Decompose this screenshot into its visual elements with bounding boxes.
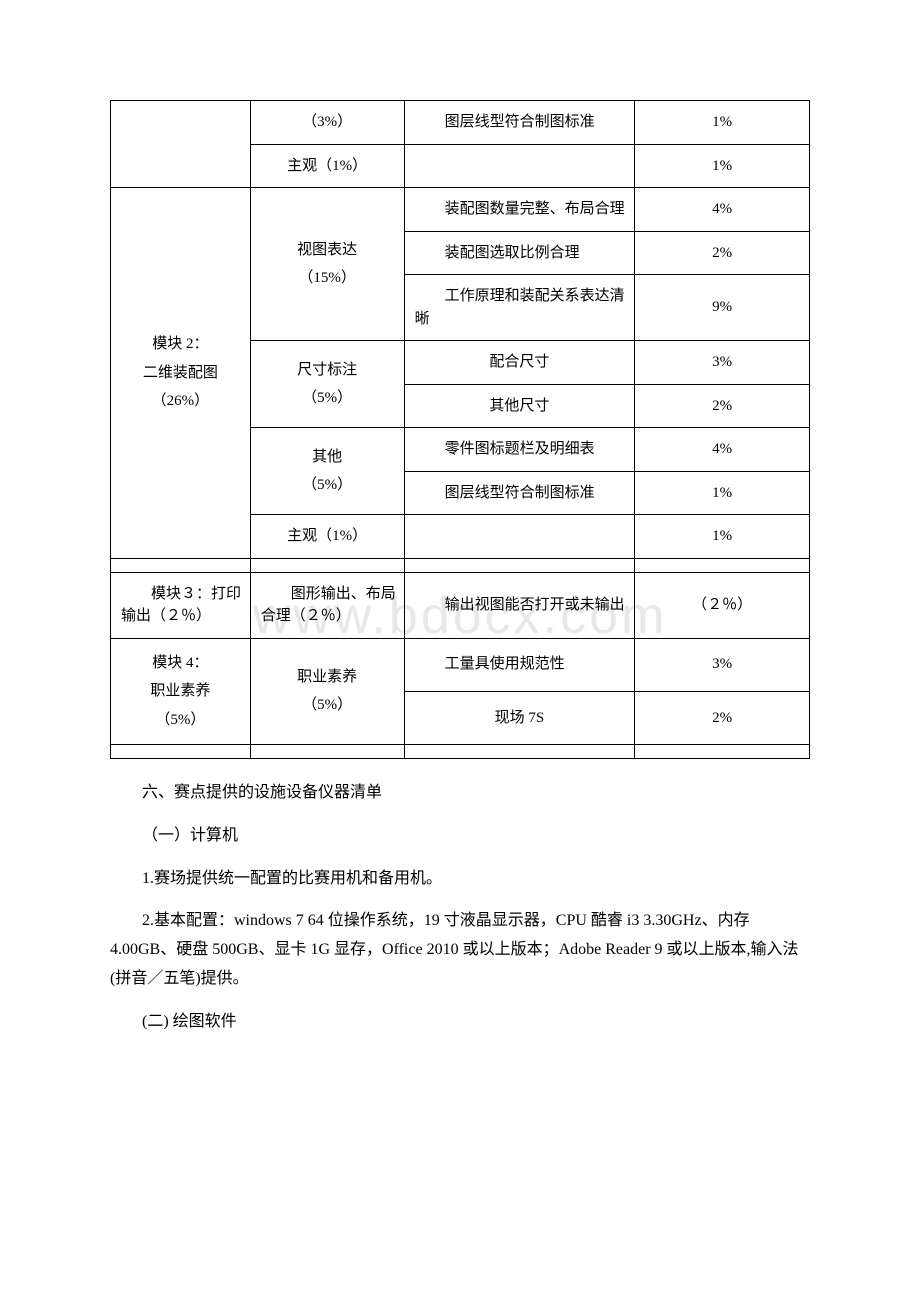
cell-module4: 模块 4： 职业素养 （5%） xyxy=(111,638,251,745)
cell: 4% xyxy=(635,428,810,472)
cell-module3: 模块３：打印输出（２％） xyxy=(111,572,251,638)
cell: 工量具使用规范性 xyxy=(404,638,635,691)
cell: 配合尺寸 xyxy=(404,341,635,385)
cell: （２％） xyxy=(635,572,810,638)
cell: 1% xyxy=(635,101,810,145)
table-row: （3%） 图层线型符合制图标准 1% xyxy=(111,101,810,145)
cell: 零件图标题栏及明细表 xyxy=(404,428,635,472)
cell: 装配图选取比例合理 xyxy=(404,231,635,275)
cell: 4% xyxy=(635,188,810,232)
cell: 现场 7S xyxy=(404,691,635,744)
cell: 职业素养 （5%） xyxy=(250,638,404,745)
cell: 9% xyxy=(635,275,810,341)
cell-empty xyxy=(111,101,251,188)
heading-subsection-2: (二) 绘图软件 xyxy=(110,1008,810,1037)
table-row: 模块３：打印输出（２％） 图形输出、布局合理（２％） 输出视图能否打开或未输出 … xyxy=(111,572,810,638)
cell: 主观（1%） xyxy=(250,144,404,188)
heading-subsection-1: （一）计算机 xyxy=(110,822,810,851)
cell: 输出视图能否打开或未输出 xyxy=(404,572,635,638)
cell: 图层线型符合制图标准 xyxy=(404,101,635,145)
cell: 工作原理和装配关系表达清晰 xyxy=(404,275,635,341)
cell: 图层线型符合制图标准 xyxy=(404,471,635,515)
body-paragraphs: 六、赛点提供的设施设备仪器清单 （一）计算机 1.赛场提供统一配置的比赛用机和备… xyxy=(110,779,810,1037)
cell: 主观（1%） xyxy=(250,515,404,559)
cell-module2: 模块 2： 二维装配图 （26%） xyxy=(111,188,251,559)
scoring-table: （3%） 图层线型符合制图标准 1% 主观（1%） 1% 模块 2： 二维装配图… xyxy=(110,100,810,759)
cell: 3% xyxy=(635,638,810,691)
cell: （3%） xyxy=(250,101,404,145)
cell: 其他 （5%） xyxy=(250,428,404,515)
heading-section-6: 六、赛点提供的设施设备仪器清单 xyxy=(110,779,810,808)
cell: 3% xyxy=(635,341,810,385)
cell: 尺寸标注 （5%） xyxy=(250,341,404,428)
cell: 2% xyxy=(635,691,810,744)
cell: 1% xyxy=(635,144,810,188)
table-row-empty xyxy=(111,558,810,572)
cell: 视图表达 （15%） xyxy=(250,188,404,341)
cell: 其他尺寸 xyxy=(404,384,635,428)
paragraph-item-1: 1.赛场提供统一配置的比赛用机和备用机。 xyxy=(110,865,810,894)
table-row-empty xyxy=(111,745,810,759)
cell: 1% xyxy=(635,471,810,515)
cell: 装配图数量完整、布局合理 xyxy=(404,188,635,232)
cell: 图形输出、布局合理（２％） xyxy=(250,572,404,638)
cell: 2% xyxy=(635,384,810,428)
cell: 2% xyxy=(635,231,810,275)
table-row: 模块 4： 职业素养 （5%） 职业素养 （5%） 工量具使用规范性 3% xyxy=(111,638,810,691)
cell-empty xyxy=(404,515,635,559)
paragraph-item-2: 2.基本配置：windows 7 64 位操作系统，19 寸液晶显示器，CPU … xyxy=(110,907,810,993)
cell: 1% xyxy=(635,515,810,559)
table-row: 模块 2： 二维装配图 （26%） 视图表达 （15%） 装配图数量完整、布局合… xyxy=(111,188,810,232)
cell-empty xyxy=(404,144,635,188)
